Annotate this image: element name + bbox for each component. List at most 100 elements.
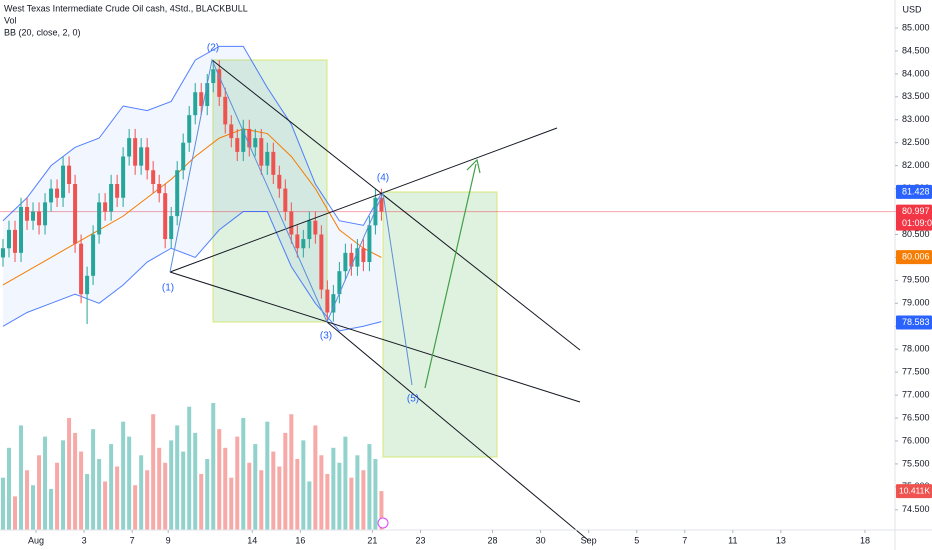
x-tick-label: 14 <box>247 535 257 545</box>
volume-bar <box>49 488 54 530</box>
candle-body <box>301 239 306 249</box>
y-tick-label: 76.500 <box>902 412 930 422</box>
candle-body <box>235 138 240 152</box>
candle-body <box>13 229 18 253</box>
volume-bar <box>79 451 84 530</box>
y-tick-label: 85.000 <box>902 22 930 32</box>
volume-bar <box>61 440 66 530</box>
volume-tag <box>896 484 932 499</box>
candle-body <box>109 184 114 212</box>
arrow-head <box>466 158 481 174</box>
price-tag <box>896 184 932 199</box>
y-tick-label: 76.000 <box>902 435 930 445</box>
volume-bar <box>223 447 228 530</box>
candle-body <box>121 156 126 198</box>
y-tick-label: 83.000 <box>902 114 930 124</box>
x-tick-label: 16 <box>295 535 305 545</box>
volume-bar <box>193 432 198 530</box>
candle-body <box>133 138 138 166</box>
volume-bar <box>133 485 138 530</box>
volume-bar <box>37 455 42 530</box>
bollinger-basis <box>2 128 382 286</box>
candle-body <box>343 252 348 272</box>
candle-body <box>217 69 222 97</box>
volume-bar <box>289 414 294 530</box>
price-tag <box>896 315 932 330</box>
price-tag-label: 80.997 <box>902 206 930 216</box>
candle-body <box>37 211 42 226</box>
candle-body <box>19 206 24 253</box>
price-tag-label: 81.428 <box>902 186 930 196</box>
candle-body <box>313 220 318 235</box>
volume-bar <box>343 436 348 530</box>
x-tick-label: 23 <box>415 535 425 545</box>
event-icon[interactable] <box>377 517 389 529</box>
candle-body <box>73 184 78 244</box>
x-tick-label: 7 <box>130 535 135 545</box>
volume-bar <box>91 429 96 530</box>
volume-bar <box>1 477 6 530</box>
volume-bar <box>187 406 192 530</box>
trend-line <box>211 59 581 351</box>
candle-body <box>61 165 66 198</box>
candle-body <box>181 142 186 171</box>
x-tick-label: 21 <box>367 535 377 545</box>
volume-bar <box>55 462 60 530</box>
candle-body <box>289 211 294 235</box>
candle-body <box>199 92 204 106</box>
volume-bar <box>331 447 336 530</box>
y-tick-label: 78.000 <box>902 344 930 354</box>
candle-body <box>97 202 102 235</box>
volume-bar <box>217 429 222 530</box>
candle-body <box>151 170 156 185</box>
volume-bar <box>319 455 324 530</box>
candle-body <box>253 138 258 148</box>
y-tick-label: 79.000 <box>902 298 930 308</box>
x-tick-label: 5 <box>634 535 639 545</box>
wave-label: (5) <box>407 394 419 405</box>
candle-body <box>241 128 246 152</box>
wave-path <box>169 58 413 386</box>
y-tick-label: 84.000 <box>902 68 930 78</box>
candle-body <box>205 83 210 106</box>
x-tick-label: 28 <box>488 535 498 545</box>
trend-line <box>326 321 589 541</box>
wave-label: (2) <box>207 43 219 54</box>
volume-bar <box>301 440 306 530</box>
candle-body <box>79 243 84 295</box>
candle-body <box>1 248 6 258</box>
candle-body <box>319 234 324 290</box>
volume-bar <box>25 470 30 530</box>
volume-bar <box>67 417 72 530</box>
volume-bar <box>121 421 126 530</box>
volume-bar <box>241 417 246 530</box>
volume-bar <box>109 444 114 530</box>
volume-bar <box>115 466 120 530</box>
x-tick-label: 9 <box>166 535 171 545</box>
volume-tag-label: 10.411K <box>899 485 930 495</box>
volume-bar <box>139 455 144 530</box>
drawings <box>0 59 895 458</box>
volume-bar <box>205 459 210 530</box>
indicator-label: Vol <box>4 15 17 25</box>
volume-bar <box>235 436 240 530</box>
x-tick-label: Sep <box>581 535 597 545</box>
volume-bar <box>103 481 108 530</box>
candle-body <box>325 289 330 313</box>
candle-body <box>337 271 342 295</box>
trend-line <box>169 271 581 403</box>
candle-body <box>7 229 12 249</box>
volume-bar <box>259 470 264 530</box>
candle-body <box>349 252 354 267</box>
volume-bar <box>277 466 282 530</box>
candle-body <box>85 275 90 295</box>
indicator-label: BB (20, close, 2, 0) <box>4 27 81 37</box>
y-tick-label: 82.000 <box>902 160 930 170</box>
x-tick-label: 3 <box>82 535 87 545</box>
volume-bar <box>7 447 12 530</box>
candle-body <box>115 184 120 198</box>
volume-bar <box>157 447 162 530</box>
candle-body <box>139 147 144 166</box>
volume-bar <box>325 473 330 530</box>
